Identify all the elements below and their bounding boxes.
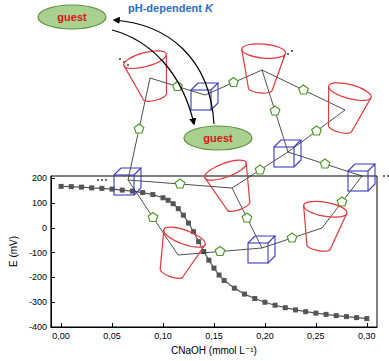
svg-text:0,25: 0,25 bbox=[307, 331, 325, 341]
svg-text:guest: guest bbox=[203, 132, 233, 144]
svg-text:200: 200 bbox=[32, 173, 47, 183]
svg-text:-400: -400 bbox=[29, 322, 47, 332]
svg-text:0,10: 0,10 bbox=[154, 331, 172, 341]
svg-text:0,00: 0,00 bbox=[52, 331, 70, 341]
svg-text:E (mV): E (mV) bbox=[8, 236, 19, 267]
svg-text:CNaOH (mmol L⁻¹): CNaOH (mmol L⁻¹) bbox=[171, 345, 257, 356]
svg-text:-100: -100 bbox=[29, 248, 47, 258]
svg-text:0,05: 0,05 bbox=[103, 331, 121, 341]
svg-text:0,15: 0,15 bbox=[205, 331, 223, 341]
svg-text:0,20: 0,20 bbox=[256, 331, 274, 341]
svg-text:guest: guest bbox=[57, 11, 87, 23]
svg-text:100: 100 bbox=[32, 198, 47, 208]
svg-text:-300: -300 bbox=[29, 297, 47, 307]
svg-text:0: 0 bbox=[42, 223, 47, 233]
svg-text:pH-dependent K: pH-dependent K bbox=[128, 2, 214, 14]
svg-text:-200: -200 bbox=[29, 272, 47, 282]
svg-text:0,30: 0,30 bbox=[358, 331, 376, 341]
